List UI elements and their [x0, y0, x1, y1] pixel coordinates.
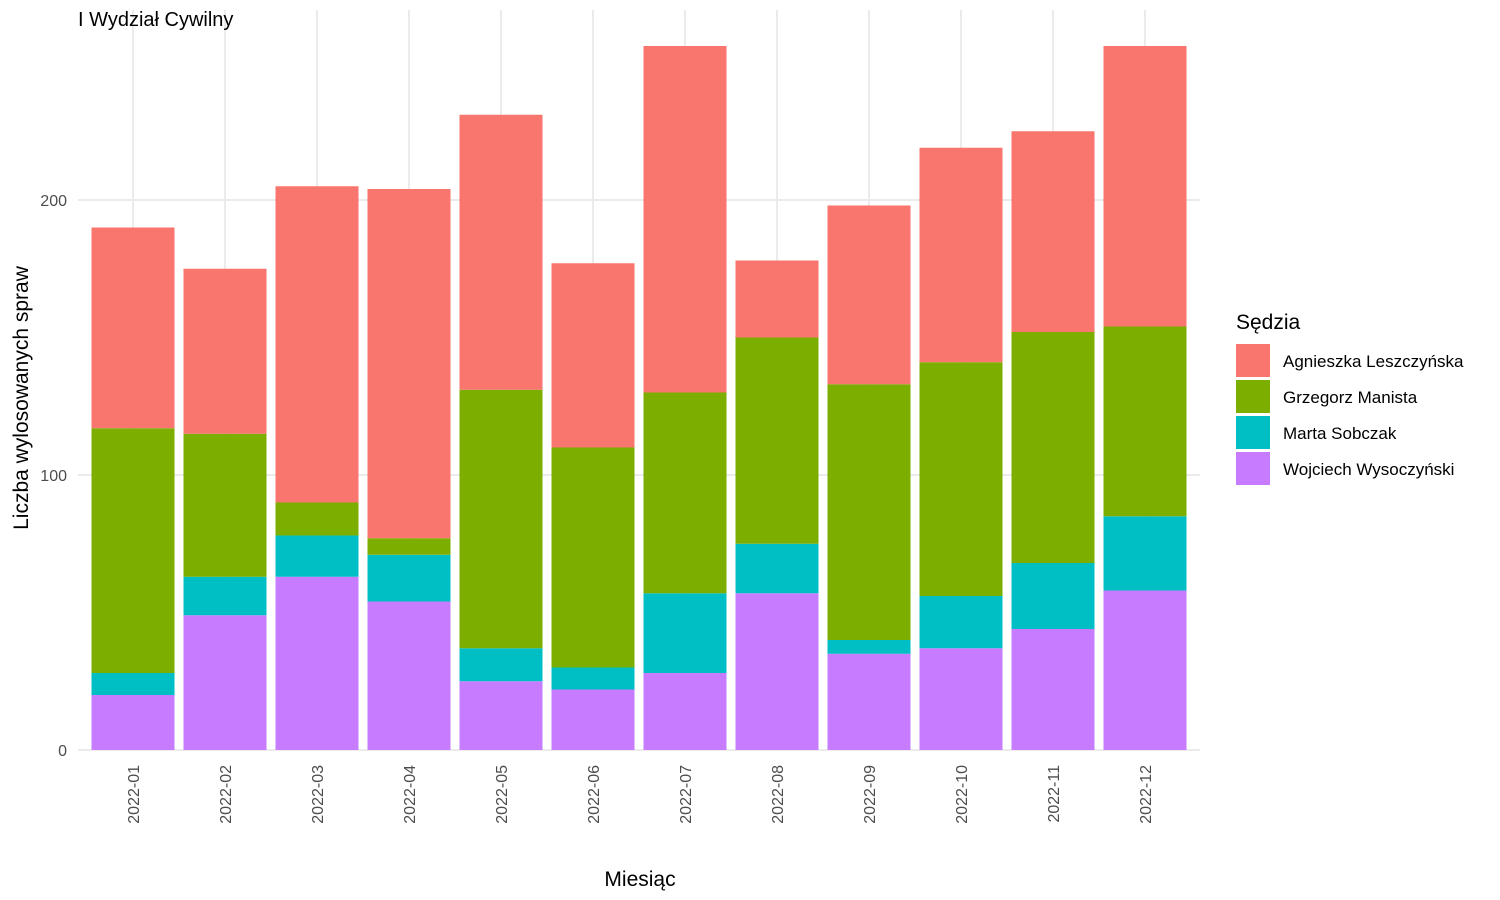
legend-label-agnieszka-leszczy-ska: Agnieszka Leszczyńska [1283, 352, 1464, 371]
legend: Sędzia Agnieszka Leszczyńska Grzegorz Man… [1236, 311, 1464, 485]
bar-2022-02-grzegorz-manista [183, 433, 267, 577]
bar-2022-08-marta-sobczak [735, 543, 819, 594]
bar-2022-07-wojciech-wysoczy-ski [643, 673, 727, 750]
y-tick-label-0: 0 [58, 743, 67, 760]
bar-2022-06-grzegorz-manista [551, 447, 635, 668]
bar-2022-02-wojciech-wysoczy-ski [183, 615, 267, 750]
legend-key-marta-sobczak [1236, 416, 1270, 449]
bars-layer [91, 46, 1187, 750]
bar-2022-11-marta-sobczak [1011, 563, 1095, 629]
bar-2022-07-marta-sobczak [643, 593, 727, 673]
bar-2022-12-wojciech-wysoczy-ski [1103, 590, 1187, 750]
bar-2022-11-agnieszka-leszczy-ska [1011, 131, 1095, 332]
x-tick-label-2022-10: 2022-10 [954, 765, 971, 824]
bar-2022-09-grzegorz-manista [827, 384, 911, 640]
bar-2022-01-grzegorz-manista [91, 428, 175, 673]
x-tick-label-2022-08: 2022-08 [770, 765, 787, 824]
bar-2022-08-grzegorz-manista [735, 337, 819, 544]
y-axis-title: Liczba wylosowanych spraw [10, 265, 33, 530]
legend-items: Agnieszka Leszczyńska Grzegorz Manista Mar… [1236, 344, 1464, 485]
bar-2022-12-marta-sobczak [1103, 516, 1187, 591]
bar-2022-10-agnieszka-leszczy-ska [919, 147, 1003, 363]
bar-2022-03-marta-sobczak [275, 535, 359, 577]
bar-2022-08-agnieszka-leszczy-ska [735, 260, 819, 338]
legend-key-wojciech-wysoczy-ski [1236, 452, 1270, 485]
x-axis-title: Miesiąc [604, 868, 675, 891]
bar-2022-11-grzegorz-manista [1011, 332, 1095, 563]
bar-2022-01-agnieszka-leszczy-ska [91, 227, 175, 429]
x-tick-label-2022-05: 2022-05 [494, 765, 511, 824]
bar-2022-01-marta-sobczak [91, 673, 175, 695]
bar-2022-01-wojciech-wysoczy-ski [91, 695, 175, 750]
bar-2022-03-grzegorz-manista [275, 502, 359, 536]
bar-2022-10-wojciech-wysoczy-ski [919, 648, 1003, 750]
bar-2022-10-marta-sobczak [919, 596, 1003, 649]
bar-2022-05-agnieszka-leszczy-ska [459, 114, 543, 390]
y-tick-label-100: 100 [40, 468, 67, 485]
bar-2022-04-grzegorz-manista [367, 538, 451, 555]
bar-2022-04-marta-sobczak [367, 554, 451, 602]
bar-2022-11-wojciech-wysoczy-ski [1011, 629, 1095, 750]
x-tick-label-2022-02: 2022-02 [218, 765, 235, 824]
bar-2022-02-marta-sobczak [183, 576, 267, 616]
bar-2022-04-wojciech-wysoczy-ski [367, 601, 451, 750]
y-tick-labels: 0 100 200 [40, 193, 67, 760]
bar-2022-09-wojciech-wysoczy-ski [827, 653, 911, 750]
x-tick-label-2022-03: 2022-03 [310, 765, 327, 824]
bar-2022-04-agnieszka-leszczy-ska [367, 189, 451, 539]
x-tick-label-2022-09: 2022-09 [862, 765, 879, 824]
legend-title: Sędzia [1236, 311, 1301, 334]
bar-2022-07-agnieszka-leszczy-ska [643, 46, 727, 393]
bar-2022-02-agnieszka-leszczy-ska [183, 268, 267, 434]
x-tick-label-2022-07: 2022-07 [678, 765, 695, 824]
bar-2022-10-grzegorz-manista [919, 362, 1003, 596]
legend-label-wojciech-wysoczy-ski: Wojciech Wysoczyński [1283, 460, 1454, 479]
bar-2022-06-marta-sobczak [551, 667, 635, 690]
bar-2022-06-wojciech-wysoczy-ski [551, 689, 635, 750]
bar-2022-12-grzegorz-manista [1103, 326, 1187, 517]
x-tick-label-2022-04: 2022-04 [402, 765, 419, 824]
bar-2022-05-marta-sobczak [459, 648, 543, 682]
bar-2022-07-grzegorz-manista [643, 392, 727, 594]
x-tick-label-2022-06: 2022-06 [586, 765, 603, 824]
bar-2022-09-marta-sobczak [827, 640, 911, 654]
bar-2022-12-agnieszka-leszczy-ska [1103, 46, 1187, 327]
bar-2022-05-wojciech-wysoczy-ski [459, 681, 543, 750]
bar-2022-03-agnieszka-leszczy-ska [275, 186, 359, 503]
legend-label-marta-sobczak: Marta Sobczak [1283, 424, 1397, 443]
x-tick-labels: 2022-01 2022-02 2022-03 2022-04 2022-05 2022-… [126, 765, 1155, 824]
x-tick-label-2022-11: 2022-11 [1046, 765, 1063, 823]
bar-2022-08-wojciech-wysoczy-ski [735, 593, 819, 750]
legend-key-grzegorz-manista [1236, 380, 1270, 413]
bar-2022-03-wojciech-wysoczy-ski [275, 576, 359, 750]
legend-label-grzegorz-manista: Grzegorz Manista [1283, 388, 1418, 407]
bar-2022-09-agnieszka-leszczy-ska [827, 205, 911, 385]
x-tick-label-2022-01: 2022-01 [126, 765, 143, 824]
bar-2022-05-grzegorz-manista [459, 389, 543, 649]
bar-2022-06-agnieszka-leszczy-ska [551, 263, 635, 448]
y-tick-label-200: 200 [40, 193, 67, 210]
chart-title: I Wydział Cywilny [78, 9, 233, 31]
legend-key-agnieszka-leszczy-ska [1236, 344, 1270, 377]
x-tick-label-2022-12: 2022-12 [1138, 765, 1155, 824]
